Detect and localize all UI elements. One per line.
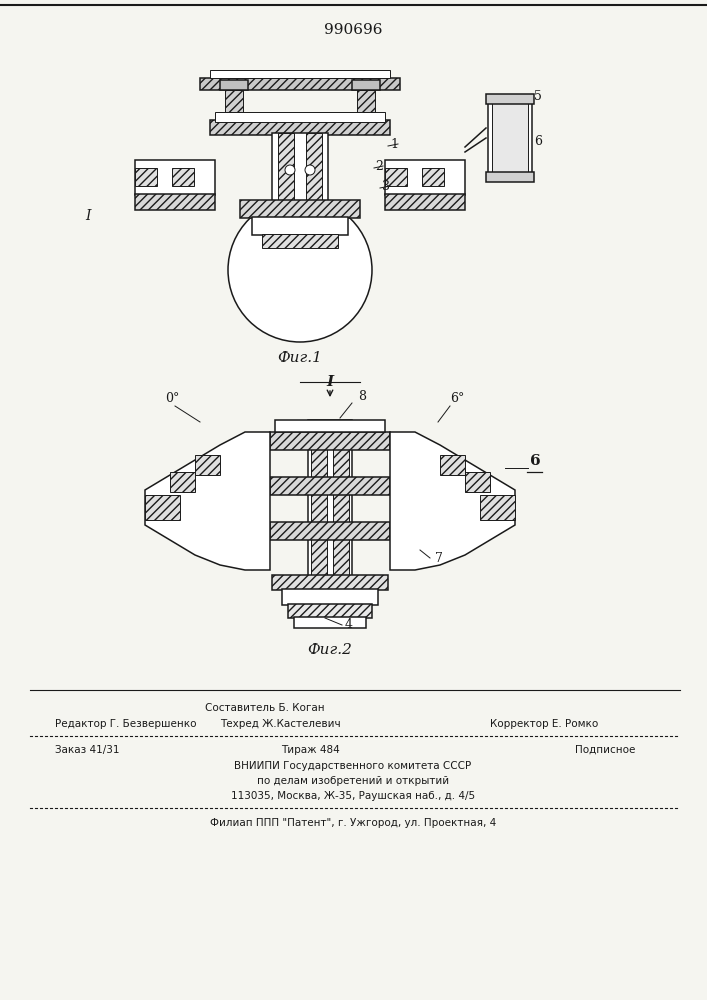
Text: 6: 6 [534,135,542,148]
Text: ВНИИПИ Государственного комитета СССР: ВНИИПИ Государственного комитета СССР [235,761,472,771]
Bar [278,133,294,205]
Text: Фиг.2: Фиг.2 [308,643,352,657]
Bar [357,90,375,112]
Bar [282,589,378,605]
Text: 7: 7 [435,552,443,565]
Text: 0°: 0° [165,392,180,405]
Bar [270,432,390,450]
Text: 990696: 990696 [324,23,382,37]
Bar [135,160,215,195]
Text: 6°: 6° [450,392,464,405]
Text: Редактор Г. Безвершенко: Редактор Г. Безвершенко [55,719,197,729]
Bar [195,455,220,475]
Bar [135,194,215,210]
Bar [270,477,390,495]
Text: 1: 1 [390,138,398,151]
Text: Фиг.1: Фиг.1 [278,351,322,365]
Text: 6: 6 [530,454,541,468]
Bar [311,420,327,582]
Bar [352,80,380,90]
Bar [385,160,465,195]
Bar [308,420,352,585]
Bar [486,94,534,104]
Bar [288,604,372,618]
Text: по делам изобретений и открытий: по делам изобретений и открытий [257,776,449,786]
Bar [480,495,515,520]
Text: 4: 4 [345,618,353,631]
Bar [135,168,157,186]
Bar [486,172,534,182]
Text: Подписное: Подписное [575,745,636,755]
Bar [492,103,528,175]
Text: 8: 8 [358,390,366,403]
Text: I: I [85,209,90,223]
Bar [215,112,385,122]
Bar [440,455,465,475]
Bar [262,234,338,248]
Bar [170,472,195,492]
Bar [270,522,390,540]
Bar [200,78,400,90]
Text: Техред Ж.Кастелевич: Техред Ж.Кастелевич [220,719,341,729]
Circle shape [285,165,295,175]
Bar [145,495,180,520]
Bar [172,168,194,186]
Bar [306,133,322,205]
Bar [225,90,243,112]
Circle shape [305,165,315,175]
Bar [210,120,390,135]
Bar [252,217,348,235]
Bar [422,168,444,186]
Bar [385,168,407,186]
Text: Корректор Е. Ромко: Корректор Е. Ромко [490,719,598,729]
Text: Филиап ППП "Патент", г. Ужгород, ул. Проектная, 4: Филиап ППП "Патент", г. Ужгород, ул. Про… [210,818,496,828]
Bar [488,100,532,178]
Text: Тираж 484: Тираж 484 [281,745,339,755]
Bar [465,472,490,492]
Bar [272,133,328,205]
Text: Заказ 41/31: Заказ 41/31 [55,745,119,755]
Bar [333,420,349,582]
Text: 5: 5 [534,90,542,103]
Bar [272,575,388,590]
Polygon shape [145,432,270,570]
Bar [210,70,390,78]
Text: 3: 3 [382,180,390,193]
Bar [275,420,385,432]
Bar [385,194,465,210]
Text: 113035, Москва, Ж-35, Раушская наб., д. 4/5: 113035, Москва, Ж-35, Раушская наб., д. … [231,791,475,801]
Polygon shape [390,432,515,570]
Circle shape [228,198,372,342]
Bar [220,80,248,90]
Text: 2: 2 [375,160,383,173]
Bar [240,200,360,218]
Text: Составитель Б. Коган: Составитель Б. Коган [205,703,325,713]
Bar [294,617,366,628]
Text: I: I [327,375,334,389]
